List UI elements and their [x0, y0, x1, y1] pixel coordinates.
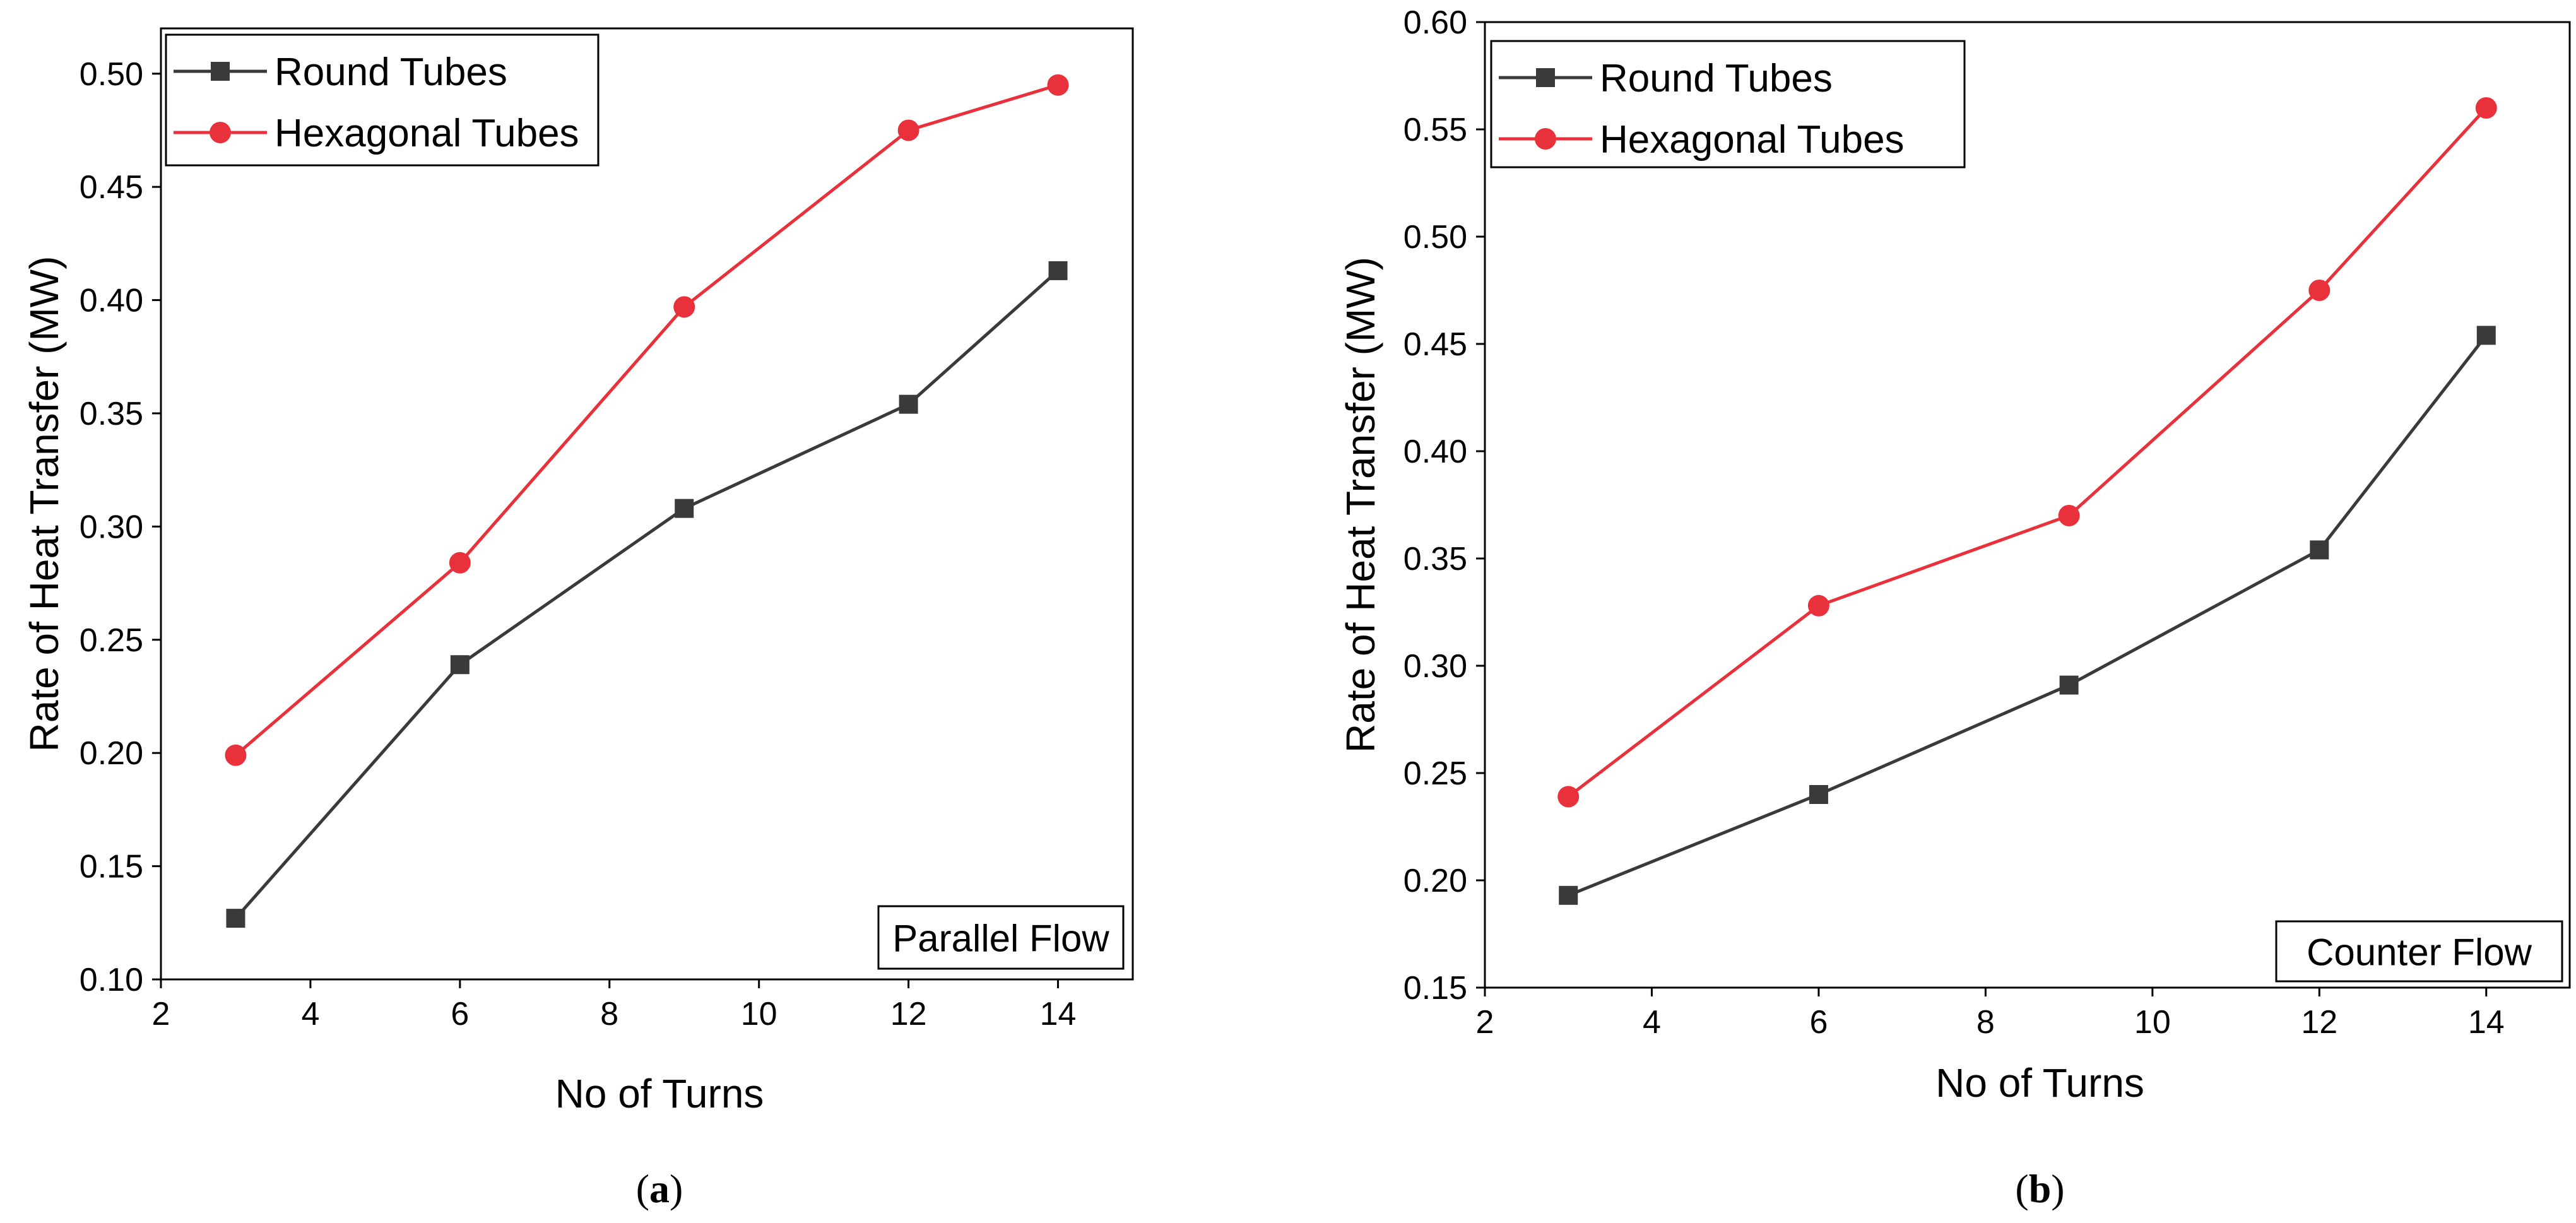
x-tick-label: 12: [890, 996, 927, 1032]
x-tick-label: 4: [1643, 1004, 1661, 1041]
legend-marker-circle: [1535, 128, 1556, 150]
flow-type-box: [2275, 920, 2563, 983]
y-tick-label: 0.30: [1403, 648, 1467, 685]
y-tick-label: 0.60: [1403, 4, 1467, 41]
legend-box: [165, 33, 600, 167]
legend-marker-circle: [210, 122, 231, 143]
x-tick-label: 10: [741, 996, 777, 1032]
panel-caption: (a): [636, 1166, 683, 1211]
panel-caption-part: a: [649, 1166, 670, 1211]
y-tick-label: 0.35: [1403, 541, 1467, 577]
panel-caption-part: ): [2051, 1166, 2064, 1211]
data-point-hexagonal-tubes: [1807, 594, 1829, 617]
y-axis-label: Rate of Heat Transfer (MW): [1338, 257, 1383, 753]
data-point-round-tubes: [1048, 261, 1068, 280]
y-tick-label: 0.15: [1403, 970, 1467, 1007]
data-point-hexagonal-tubes: [225, 744, 247, 766]
legend-label: Hexagonal Tubes: [275, 112, 579, 155]
plot-frame: [160, 27, 1134, 981]
flow-type-box: [877, 905, 1125, 970]
y-axis-label: Rate of Heat Transfer (MW): [21, 256, 67, 752]
legend-label: Round Tubes: [1600, 57, 1833, 100]
panel-caption: (b): [2015, 1166, 2064, 1211]
legend-label: Hexagonal Tubes: [1600, 118, 1905, 162]
data-point-round-tubes: [2310, 540, 2329, 560]
data-point-hexagonal-tubes: [897, 119, 919, 141]
chart-panel-b: 0.15 0.20 0.25 0.30 0.35 0.40 0.45 0.50 0.55 0.60…: [1338, 4, 2571, 1211]
flow-type-label: Parallel Flow: [892, 918, 1109, 960]
y-tick-label: 0.40: [1403, 434, 1467, 470]
y-tick-label: 0.50: [80, 56, 143, 93]
flow-type-label: Counter Flow: [2307, 931, 2532, 974]
y-tick-label: 0.35: [80, 396, 143, 432]
y-tick-label: 0.25: [1403, 755, 1467, 792]
y-tick-label: 0.15: [80, 849, 143, 885]
chart-panel-a: 0.10 0.15 0.20 0.25 0.30 0.35 0.40 0.45 0.50 2 4 6 8…: [21, 27, 1134, 1211]
x-tick-label: 12: [2301, 1004, 2337, 1041]
data-point-round-tubes: [1559, 885, 1578, 905]
legend-label: Round Tubes: [275, 50, 507, 94]
x-tick-label: 14: [1040, 996, 1077, 1032]
x-axis-label: No of Turns: [555, 1071, 764, 1116]
data-point-round-tubes: [226, 909, 245, 928]
x-tick-label: 6: [1809, 1004, 1828, 1041]
data-point-round-tubes: [675, 499, 694, 518]
y-tick-label: 0.10: [80, 962, 143, 998]
y-tick-label: 0.40: [80, 283, 143, 319]
data-point-hexagonal-tubes: [1557, 786, 1580, 808]
x-tick-label: 8: [600, 996, 618, 1032]
x-tick-label: 14: [2468, 1004, 2505, 1041]
x-tick-label: 10: [2134, 1004, 2171, 1041]
y-tick-label: 0.45: [80, 169, 143, 206]
y-tick-label: 0.20: [80, 735, 143, 772]
y-tick-label: 0.30: [80, 509, 143, 545]
data-point-round-tubes: [899, 394, 918, 414]
legend-marker-square: [211, 62, 230, 81]
data-point-hexagonal-tubes: [2058, 505, 2080, 526]
legend-marker-square: [1536, 68, 1555, 87]
data-point-hexagonal-tubes: [2308, 280, 2331, 301]
data-point-round-tubes: [1809, 785, 1828, 804]
data-point-hexagonal-tubes: [1047, 74, 1069, 96]
data-point-round-tubes: [2476, 326, 2496, 345]
data-point-hexagonal-tubes: [449, 552, 471, 574]
x-tick-label: 6: [451, 996, 469, 1032]
data-point-round-tubes: [2059, 675, 2079, 695]
y-tick-label: 0.50: [1403, 219, 1467, 256]
data-point-hexagonal-tubes: [2475, 97, 2497, 119]
x-tick-label: 2: [152, 996, 170, 1032]
x-axis-label: No of Turns: [1935, 1060, 2144, 1106]
y-tick-label: 0.20: [1403, 863, 1467, 899]
data-point-round-tubes: [450, 655, 470, 675]
y-tick-label: 0.45: [1403, 326, 1467, 363]
y-tick-label: 0.55: [1403, 112, 1467, 148]
y-tick-label: 0.25: [80, 622, 143, 659]
x-tick-label: 4: [301, 996, 319, 1032]
panel-caption-part: (: [2015, 1166, 2028, 1211]
x-tick-label: 2: [1476, 1004, 1494, 1041]
panel-caption-part: (: [636, 1166, 649, 1211]
panel-caption-part: ): [670, 1166, 683, 1211]
data-point-hexagonal-tubes: [673, 296, 695, 318]
panel-caption-part: b: [2029, 1166, 2052, 1211]
x-tick-label: 8: [1976, 1004, 1995, 1041]
legend-box: [1490, 40, 1966, 168]
plot-frame: [1484, 21, 2571, 989]
